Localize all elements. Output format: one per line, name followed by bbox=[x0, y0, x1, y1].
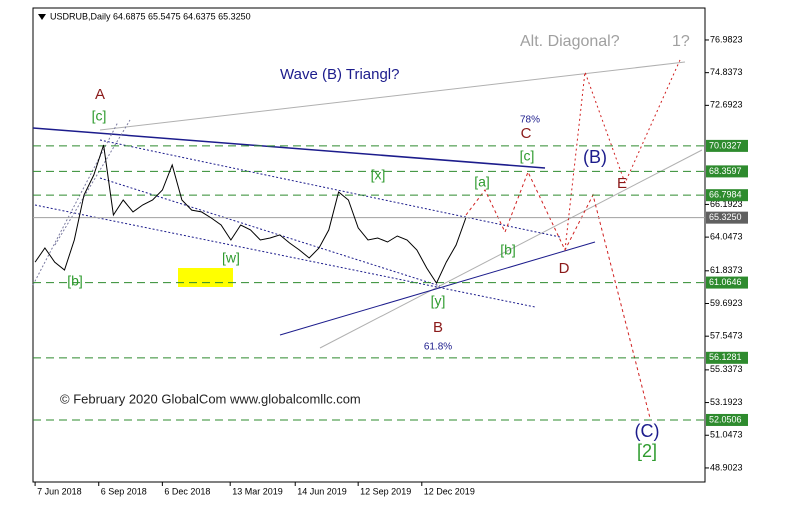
annotation: 78% bbox=[520, 115, 540, 126]
annotation: 61.8% bbox=[424, 342, 452, 353]
level-box bbox=[706, 351, 748, 364]
annotation: [x] bbox=[371, 167, 386, 183]
annotation: [c] bbox=[92, 108, 107, 124]
trend-line bbox=[319, 149, 703, 349]
annotation: Wave (B) Triangl? bbox=[280, 66, 399, 83]
annotation: E bbox=[617, 175, 627, 192]
y-tick-label: 74.8373 bbox=[710, 67, 743, 77]
y-tick-label: 72.6923 bbox=[710, 100, 743, 110]
trend-line bbox=[279, 241, 596, 336]
annotation: [b] bbox=[67, 273, 83, 289]
annotation: © February 2020 GlobalCom www.globalcoml… bbox=[60, 391, 361, 406]
x-tick-label: 6 Dec 2018 bbox=[164, 486, 210, 496]
level-label: 66.7984 bbox=[709, 190, 742, 200]
annotation: B bbox=[433, 319, 443, 336]
level-box bbox=[706, 139, 748, 152]
level-label: 61.0646 bbox=[709, 277, 742, 287]
annotation: (B) bbox=[583, 147, 607, 167]
annotation: [2] bbox=[637, 441, 657, 461]
channel-line bbox=[99, 177, 441, 287]
y-tick-label: 66.1923 bbox=[710, 199, 743, 209]
y-tick-label: 57.5473 bbox=[710, 331, 743, 341]
y-tick-label: 64.0473 bbox=[710, 231, 743, 241]
annotation: (C) bbox=[635, 421, 660, 441]
chart-title: USDRUB,Daily 64.6875 65.5475 64.6375 65.… bbox=[50, 11, 251, 21]
annotation: [a] bbox=[474, 174, 490, 190]
level-box bbox=[706, 413, 748, 426]
channel-line bbox=[34, 204, 536, 308]
level-label: 52.0506 bbox=[709, 414, 742, 424]
plot-frame bbox=[32, 7, 706, 483]
annotation: Alt. Diagonal? bbox=[520, 33, 620, 50]
annotation: C bbox=[521, 125, 532, 142]
level-box bbox=[706, 189, 748, 202]
level-box bbox=[706, 165, 748, 178]
annotation: [w] bbox=[222, 250, 240, 266]
x-tick-label: 7 Jun 2018 bbox=[37, 486, 82, 496]
y-tick-label: 59.6923 bbox=[710, 298, 743, 308]
annotation: 1? bbox=[672, 33, 690, 50]
channel-line bbox=[54, 119, 131, 246]
current-price-label: 65.3250 bbox=[709, 212, 742, 222]
price-line bbox=[34, 144, 467, 285]
x-tick-label: 14 Jun 2019 bbox=[297, 486, 347, 496]
y-tick-label: 53.1923 bbox=[710, 397, 743, 407]
y-tick-label: 61.8373 bbox=[710, 265, 743, 275]
level-label: 68.3597 bbox=[709, 166, 742, 176]
trend-line bbox=[99, 61, 686, 131]
annotation: D bbox=[559, 260, 570, 277]
annotation: [c] bbox=[520, 148, 535, 164]
x-tick-label: 12 Dec 2019 bbox=[424, 486, 475, 496]
annotation: A bbox=[95, 86, 105, 103]
symbol-icon bbox=[38, 14, 46, 20]
current-price-box bbox=[706, 211, 748, 224]
annotation: [y] bbox=[431, 293, 446, 309]
x-tick-label: 12 Sep 2019 bbox=[360, 486, 411, 496]
y-tick-label: 76.9823 bbox=[710, 34, 743, 44]
annotation: [b] bbox=[500, 242, 516, 258]
y-tick-label: 55.3373 bbox=[710, 364, 743, 374]
level-label: 70.0327 bbox=[709, 140, 742, 150]
y-tick-label: 51.0473 bbox=[710, 430, 743, 440]
y-tick-label: 48.9023 bbox=[710, 462, 743, 472]
level-box bbox=[706, 276, 748, 289]
x-tick-label: 13 Mar 2019 bbox=[232, 486, 283, 496]
highlight-box bbox=[178, 268, 233, 287]
level-label: 56.1281 bbox=[709, 352, 742, 362]
trend-line bbox=[32, 127, 546, 169]
x-tick-label: 6 Sep 2018 bbox=[101, 486, 147, 496]
